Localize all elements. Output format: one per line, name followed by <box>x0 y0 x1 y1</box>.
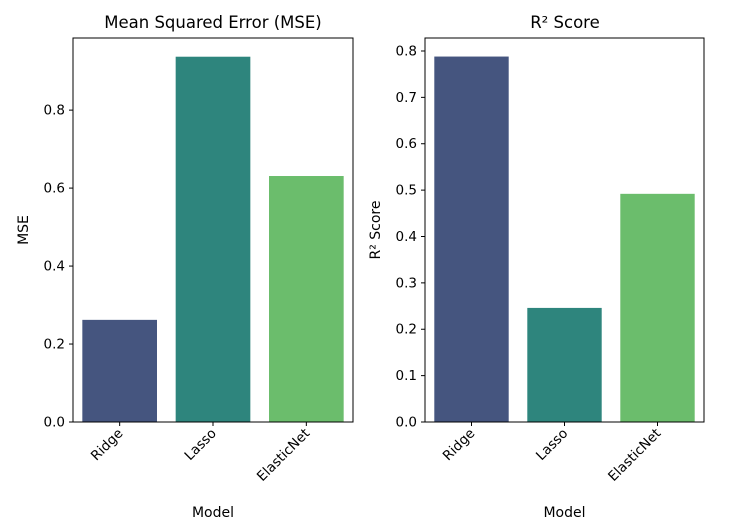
chart-title: R² Score <box>530 13 600 32</box>
x-tick-label-lasso: Lasso <box>182 426 220 464</box>
y-tick-label: 0.0 <box>44 415 65 431</box>
x-axis-label: Model <box>543 505 585 521</box>
y-tick-label: 0.0 <box>396 415 417 431</box>
y-axis-label: MSE <box>16 215 32 245</box>
chart-panel-1: 0.0 0.2 0.4 0.6 0.8 Ridge Lasso ElasticNet Mean … <box>16 13 354 521</box>
y-tick-label: 0.8 <box>44 103 65 119</box>
y-tick-label: 0.6 <box>396 136 417 152</box>
bar-lasso <box>175 56 251 423</box>
y-tick-label: 0.4 <box>396 229 417 245</box>
x-axis-label: Model <box>192 505 234 521</box>
x-tick-label-ridge: Ridge <box>88 426 127 465</box>
x-tick-label-lasso: Lasso <box>533 426 571 464</box>
y-axis-label: R² Score <box>368 200 384 259</box>
y-tick-label: 0.3 <box>396 275 417 291</box>
bar-ridge <box>434 56 509 423</box>
x-tick-label-elasticnet: ElasticNet <box>605 426 664 485</box>
y-tick-label: 0.1 <box>396 368 417 384</box>
x-tick-label-ridge: Ridge <box>440 426 479 465</box>
y-tick-label: 0.2 <box>396 322 417 338</box>
y-tick-label: 0.7 <box>396 90 417 106</box>
bar-elasticnet <box>269 176 344 422</box>
y-tick-label: 0.5 <box>396 183 417 199</box>
bar-lasso <box>527 307 602 422</box>
y-tick-label: 0.8 <box>396 43 417 59</box>
chart-panel-2: 0.0 0.1 0.2 0.3 0.4 0.5 0.6 0.7 0.8 Ridge Lasso Ela… <box>368 13 705 521</box>
x-tick-label-elasticnet: ElasticNet <box>254 426 313 485</box>
y-tick-label: 0.2 <box>44 337 65 353</box>
bar-ridge <box>82 319 157 422</box>
y-tick-label: 0.4 <box>44 259 65 275</box>
chart-title: Mean Squared Error (MSE) <box>104 13 321 32</box>
bar-elasticnet <box>620 193 695 422</box>
y-tick-label: 0.6 <box>44 181 65 197</box>
